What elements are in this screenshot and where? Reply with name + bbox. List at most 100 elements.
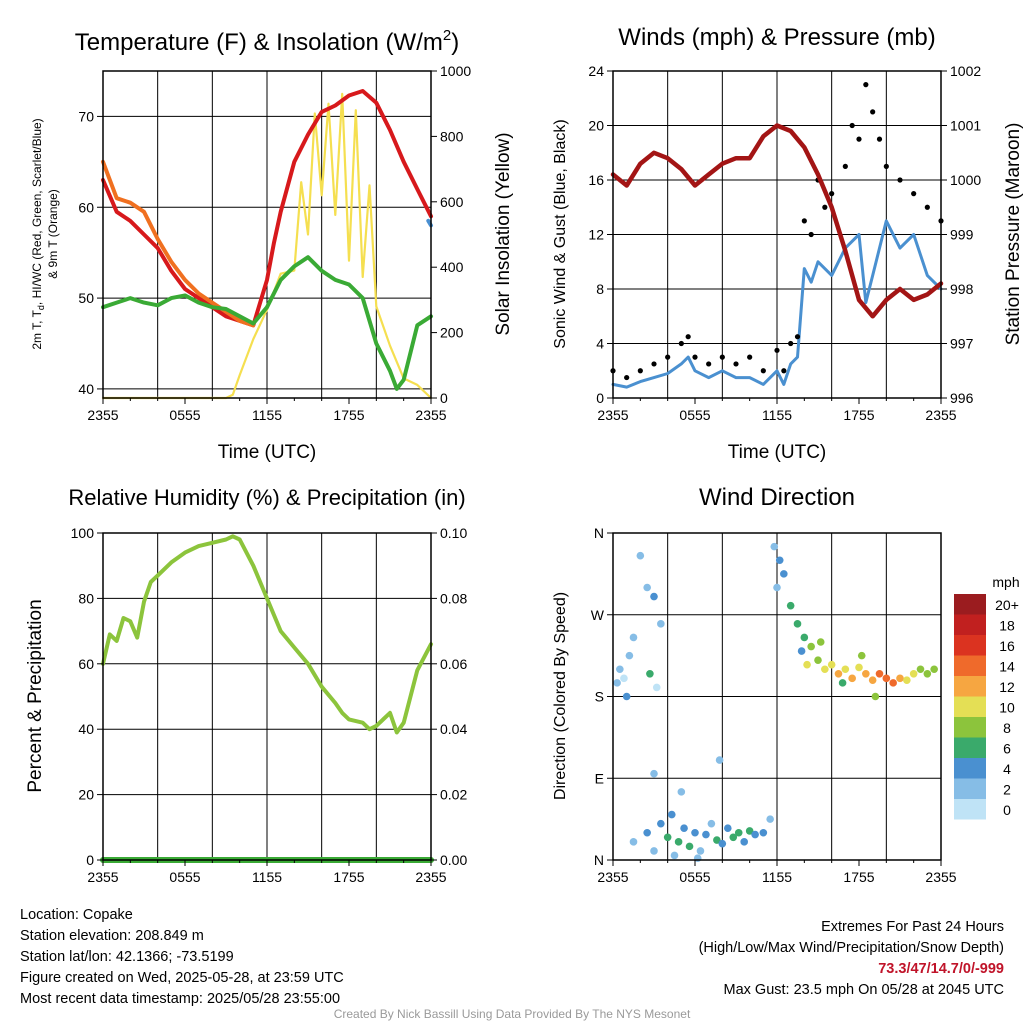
insolation-y2tick-label: 600	[440, 194, 464, 210]
temp-xtick-label: 1755	[333, 407, 364, 423]
rh-ytick-label: 80	[78, 590, 94, 606]
colorbar-label: 4	[1003, 761, 1011, 777]
winds-xlabel: Time (UTC)	[728, 442, 827, 463]
rh-xtick-label: 2355	[415, 869, 446, 885]
temp-series-line-0	[101, 89, 433, 328]
insolation-line	[101, 92, 433, 400]
wind-direction-point	[786, 601, 795, 610]
wind-direction-point	[800, 633, 809, 642]
wind-direction-point	[773, 583, 781, 592]
rh-line	[101, 534, 433, 735]
gust-point	[842, 163, 848, 169]
temp-series-line-1	[101, 159, 256, 328]
wind-direction-point	[807, 642, 815, 651]
wind-direction-point	[680, 824, 688, 833]
wdir-xtick-label: 1755	[843, 869, 874, 885]
precip-y2tick-label: 0.00	[440, 852, 467, 868]
insolation-y2tick-label: 1000	[440, 63, 471, 79]
winds-ytick-label: 12	[588, 227, 604, 243]
pressure-y2tick-label: 996	[950, 390, 974, 406]
colorbar-swatch	[954, 655, 986, 676]
wind-direction-point	[868, 676, 877, 684]
colorbar-label: 0	[1003, 802, 1011, 818]
pressure-ylabel: Station Pressure (Maroon)	[1003, 123, 1024, 346]
precip-y2tick-label: 0.06	[440, 656, 467, 672]
wind-direction-point	[734, 828, 743, 837]
wind-direction-point	[636, 551, 645, 560]
gust-point	[808, 231, 814, 238]
wind-direction-point	[740, 838, 748, 846]
wind-direction-point	[616, 665, 624, 674]
wind-direction-point	[643, 828, 651, 837]
wind-direction-point	[629, 838, 638, 846]
wind-direction-point	[816, 638, 825, 646]
wind-direction-point	[718, 839, 727, 848]
pressure-y2tick-label: 1000	[950, 172, 981, 188]
winds-xtick-label: 1755	[843, 407, 874, 423]
gust-point	[883, 163, 889, 169]
gust-point	[774, 347, 780, 353]
gust-point	[911, 191, 917, 197]
gust-point	[801, 218, 807, 224]
temp-xlabel: Time (UTC)	[218, 442, 317, 463]
wdir-ytick-label: E	[595, 770, 604, 786]
wind-direction-point	[643, 583, 651, 592]
rh-ytick-label: 0	[86, 852, 94, 868]
wind-direction-point	[696, 847, 705, 855]
ylabel-sub: d	[36, 305, 46, 310]
rh-ytick-label: 60	[78, 656, 94, 672]
wind-direction-point	[620, 674, 628, 683]
colorbar-swatch	[954, 635, 986, 656]
gust-point	[637, 368, 643, 374]
gust-point	[863, 82, 869, 88]
gust-point	[651, 361, 657, 367]
gust-point	[760, 368, 766, 374]
latlon-text: Station lat/lon: 42.1366; -73.5199	[20, 949, 234, 965]
sonic-wind-line	[611, 219, 943, 389]
colorbar-swatch	[954, 737, 986, 758]
insolation-ylabel: Solar Insolation (Yellow)	[493, 132, 514, 335]
gust-point	[719, 354, 725, 360]
gust-point	[733, 361, 739, 367]
wind-direction-point	[677, 788, 686, 796]
winds-ylabel: Sonic Wind & Gust (Blue, Black)	[552, 119, 569, 348]
wind-direction-point	[770, 542, 779, 551]
colorbar-swatch	[954, 696, 986, 717]
winds-ytick-label: 8	[596, 281, 604, 297]
title-close: )	[451, 29, 459, 56]
precip-y2tick-label: 0.02	[440, 787, 467, 803]
wind-direction-point	[857, 651, 866, 660]
rh-ytick-label: 100	[71, 525, 95, 541]
wind-direction-point	[909, 669, 918, 678]
wind-direction-point	[691, 828, 699, 837]
wind-direction-point	[652, 683, 661, 692]
insolation-y2tick-label: 800	[440, 128, 464, 144]
wdir-ylabel: Direction (Colored By Speed)	[552, 592, 569, 800]
gust-point	[870, 109, 876, 115]
colorbar-label: 12	[999, 679, 1015, 695]
wdir-ytick-label: S	[595, 689, 604, 705]
pressure-line	[610, 123, 944, 319]
wind-direction-point	[745, 827, 754, 835]
wind-direction-point	[916, 665, 925, 674]
gust-point	[665, 354, 671, 360]
winds-chart-title: Winds (mph) & Pressure (mb)	[618, 24, 935, 51]
temp-xtick-label: 0555	[169, 407, 200, 423]
precip-y2tick-label: 0.04	[440, 721, 467, 737]
winds-ytick-label: 4	[596, 336, 604, 352]
temp-xtick-label: 2355	[87, 407, 118, 423]
wind-direction-point	[838, 679, 847, 687]
wind-direction-point	[707, 819, 716, 828]
wind-direction-point	[882, 674, 891, 683]
winds-xtick-label: 2355	[597, 407, 628, 423]
pressure-y2tick-label: 997	[950, 336, 974, 352]
wind-direction-point	[841, 665, 850, 674]
colorbar-swatch	[954, 799, 986, 820]
gust-point	[692, 354, 698, 360]
gust-point	[706, 361, 712, 367]
colorbar-label: 20+	[995, 597, 1019, 613]
gust-point	[794, 334, 801, 340]
temp-xtick-label: 1155	[252, 407, 282, 423]
wind-direction-point	[766, 815, 774, 823]
